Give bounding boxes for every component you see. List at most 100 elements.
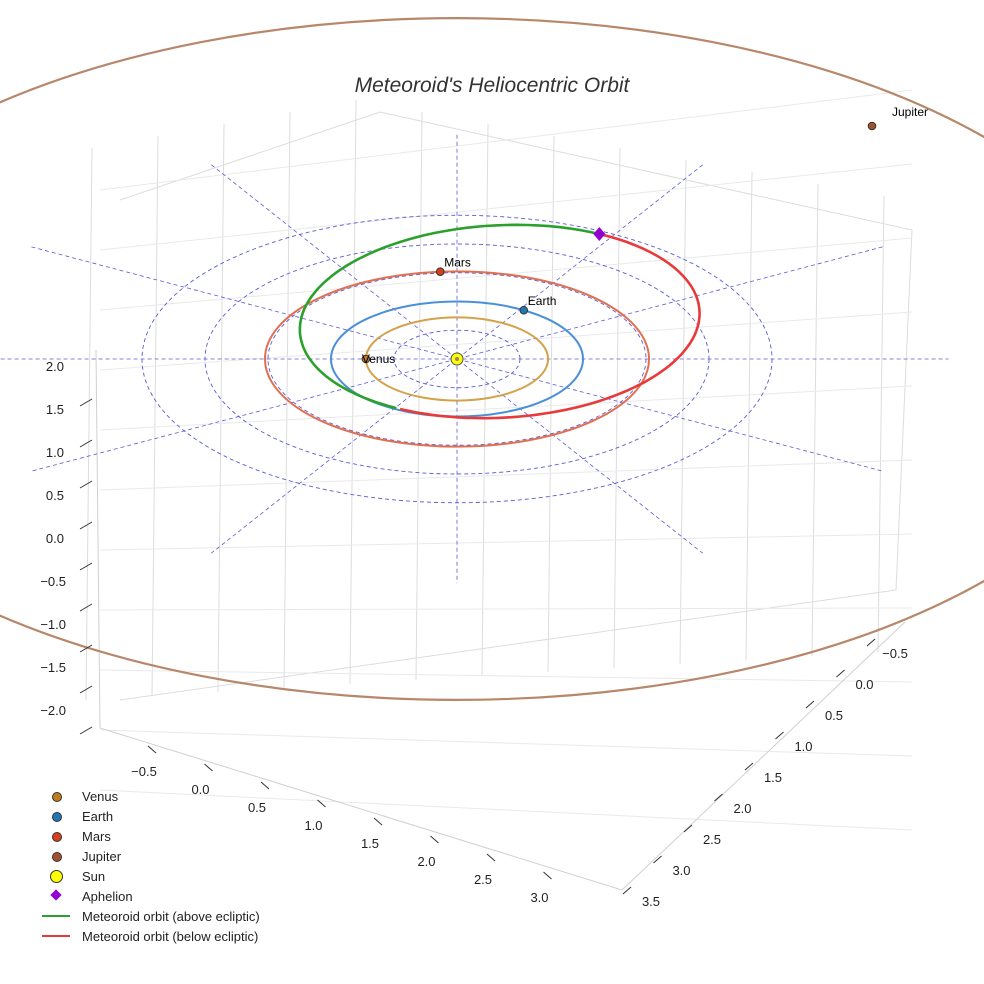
y-tick-mark <box>744 762 754 771</box>
y-tick-label: 2.0 <box>733 801 751 816</box>
x-tick-label: 0.5 <box>248 800 266 815</box>
legend-label: Meteoroid orbit (below ecliptic) <box>82 928 259 944</box>
z-tick-label: −0.5 <box>40 574 66 589</box>
y-tick-label: 1.5 <box>764 770 782 785</box>
legend-item: Aphelion <box>40 886 260 906</box>
grid-line <box>811 183 819 657</box>
planet-markers: Venus Earth Mars Jupiter <box>361 105 928 366</box>
x-tick-mark <box>430 835 439 844</box>
x-tick-label: 1.5 <box>361 836 379 851</box>
y-tick-mark <box>622 886 632 895</box>
chart-title: Meteoroid's Heliocentric Orbit <box>354 74 630 97</box>
orbit-jupiter <box>0 17 984 701</box>
legend-swatch <box>40 846 74 866</box>
legend-label: Jupiter <box>82 848 122 864</box>
z-tick-label: −1.0 <box>40 617 66 632</box>
grid-line <box>85 147 93 701</box>
legend: Venus Earth Mars Jupiter Sun Aphelion Meteoroi… <box>40 786 260 946</box>
legend-item: Sun <box>40 866 260 886</box>
x-tick-label: 1.0 <box>304 818 322 833</box>
y-tick-mark <box>775 731 784 740</box>
legend-label: Venus <box>82 788 119 804</box>
grid-line <box>547 135 555 673</box>
marker-jupiter <box>867 121 877 131</box>
legend-label: Meteoroid orbit (above ecliptic) <box>82 908 260 924</box>
legend-swatch <box>40 786 74 806</box>
grid-floor-edge <box>99 727 623 891</box>
axis-ticks: 2.0 1.5 1.0 0.5 0.0 −0.5 −1.0 −1.5 −2.0 −0.5 0.0 0.… <box>40 359 908 909</box>
aphelion-marker <box>593 226 606 241</box>
x-tick-label: 3.0 <box>530 890 548 905</box>
legend-swatch <box>40 806 74 826</box>
legend-label: Sun <box>82 868 106 884</box>
grid-line <box>99 385 913 431</box>
x-tick-mark <box>204 763 213 772</box>
legend-swatch <box>40 866 74 886</box>
label-earth: Earth <box>528 294 557 308</box>
grid-line <box>217 123 225 693</box>
legend-swatch <box>40 826 74 846</box>
meteoroid-orbit <box>298 223 701 420</box>
y-tick-mark <box>714 793 723 802</box>
sun-core <box>455 357 459 361</box>
legend-item: Venus <box>40 786 260 806</box>
legend-item: Mars <box>40 826 260 846</box>
grid-floor-edge <box>621 621 906 891</box>
label-venus: Venus <box>362 352 395 366</box>
z-tick-mark <box>79 562 93 571</box>
marker-venus <box>361 354 371 364</box>
grid-line <box>99 163 913 251</box>
reference-spoke <box>211 164 703 554</box>
z-tick-label: 0.0 <box>46 531 64 546</box>
z-tick-label: 1.0 <box>46 445 64 460</box>
grid-line <box>99 459 913 491</box>
label-mars: Mars <box>444 256 471 270</box>
meteoroid-orbit-above <box>298 223 600 410</box>
x-tick-label: 0.0 <box>191 782 209 797</box>
grid-line <box>99 789 913 831</box>
x-tick-mark <box>147 745 157 754</box>
x-tick-mark <box>543 871 552 880</box>
orbit-mars <box>263 270 651 448</box>
legend-label: Aphelion <box>82 888 133 904</box>
z-tick-label: 1.5 <box>46 402 64 417</box>
y-tick-label: 3.0 <box>672 863 690 878</box>
x-tick-mark <box>317 799 326 808</box>
z-tick-mark <box>79 685 93 694</box>
y-tick-mark <box>805 700 815 709</box>
y-tick-mark <box>653 855 662 864</box>
grid-line <box>99 533 913 551</box>
y-tick-mark <box>683 824 693 833</box>
reference-spoke <box>211 164 703 554</box>
grid-line <box>877 195 885 653</box>
x-tick-mark <box>373 817 383 826</box>
z-tick-mark <box>79 398 93 407</box>
grid-line <box>745 171 753 661</box>
grid-frame <box>119 111 913 701</box>
y-tick-mark <box>836 669 845 678</box>
y-tick-label: 0.0 <box>855 677 873 692</box>
y-tick-label: 0.5 <box>825 708 843 723</box>
z-tick-mark <box>79 439 93 448</box>
marker-mars <box>435 267 445 277</box>
marker-earth <box>519 305 529 315</box>
z-tick-mark <box>79 521 93 530</box>
grid-line <box>99 729 913 757</box>
grid-line <box>151 135 159 697</box>
z-tick-label: 0.5 <box>46 488 64 503</box>
grid-line <box>481 123 489 677</box>
grid-line <box>679 159 687 665</box>
legend-swatch <box>40 906 74 926</box>
y-tick-mark <box>866 638 876 647</box>
legend-label: Mars <box>82 828 111 844</box>
legend-item: Meteoroid orbit (below ecliptic) <box>40 926 260 946</box>
z-tick-label: −2.0 <box>40 703 66 718</box>
z-tick-label: −1.5 <box>40 660 66 675</box>
legend-item: Earth <box>40 806 260 826</box>
z-tick-mark <box>79 726 93 735</box>
legend-label: Earth <box>82 808 114 824</box>
meteoroid-orbit-below <box>399 232 701 420</box>
reference-spokes <box>0 134 949 584</box>
z-tick-label: 2.0 <box>46 359 64 374</box>
